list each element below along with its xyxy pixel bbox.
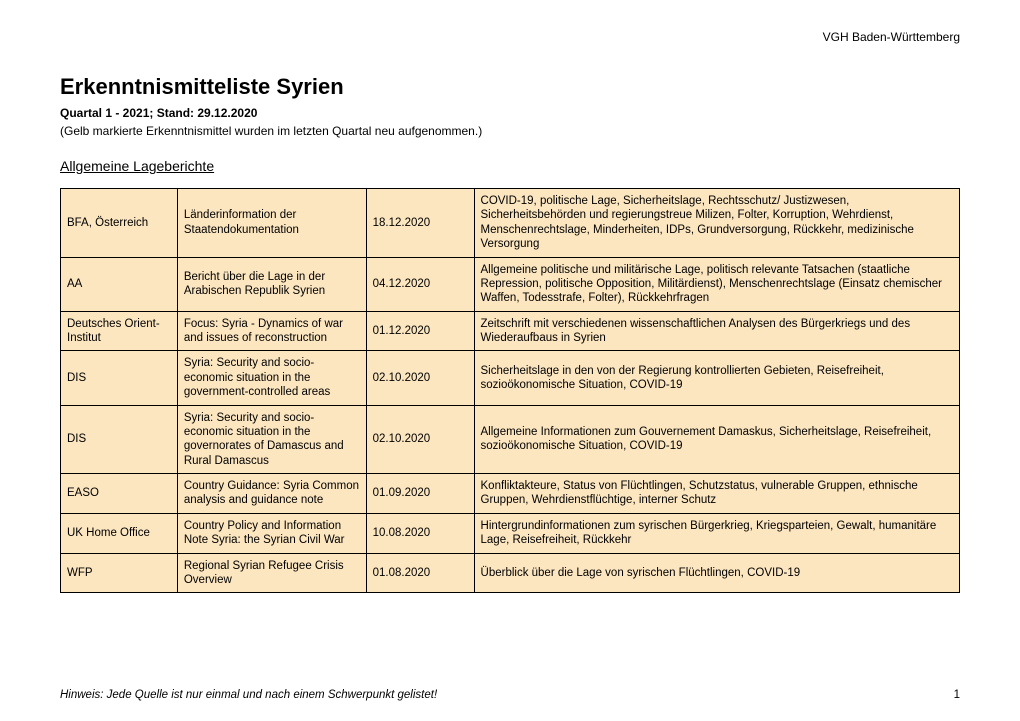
document-note: (Gelb markierte Erkenntnismittel wurden … [60, 124, 960, 138]
cell-date: 02.10.2020 [366, 405, 474, 474]
cell-date: 01.09.2020 [366, 474, 474, 514]
cell-source: Deutsches Orient-Institut [61, 311, 178, 351]
table-row: WFPRegional Syrian Refugee Crisis Overvi… [61, 553, 960, 593]
footer: Hinweis: Jede Quelle ist nur einmal und … [60, 689, 960, 701]
evidence-table: BFA, ÖsterreichLänderinformation der Sta… [60, 188, 960, 593]
table-row: UK Home OfficeCountry Policy and Informa… [61, 513, 960, 553]
cell-date: 02.10.2020 [366, 351, 474, 405]
cell-date: 18.12.2020 [366, 189, 474, 258]
cell-description: Allgemeine Informationen zum Gouvernemen… [474, 405, 959, 474]
cell-description: Sicherheitslage in den von der Regierung… [474, 351, 959, 405]
section-heading: Allgemeine Lageberichte [60, 158, 960, 174]
cell-description: Konfliktakteure, Status von Flüchtlingen… [474, 474, 959, 514]
header-court: VGH Baden-Württemberg [60, 30, 960, 44]
cell-description: Allgemeine politische und militärische L… [474, 257, 959, 311]
cell-title: Syria: Security and socio-economic situa… [177, 405, 366, 474]
table-row: EASOCountry Guidance: Syria Common analy… [61, 474, 960, 514]
footer-page-number: 1 [954, 689, 960, 701]
document-subtitle: Quartal 1 - 2021; Stand: 29.12.2020 [60, 106, 960, 120]
table-row: DISSyria: Security and socio-economic si… [61, 351, 960, 405]
evidence-table-body: BFA, ÖsterreichLänderinformation der Sta… [61, 189, 960, 593]
cell-source: AA [61, 257, 178, 311]
table-row: Deutsches Orient-InstitutFocus: Syria - … [61, 311, 960, 351]
cell-title: Bericht über die Lage in der Arabischen … [177, 257, 366, 311]
cell-date: 01.08.2020 [366, 553, 474, 593]
cell-title: Länderinformation der Staatendokumentati… [177, 189, 366, 258]
table-row: DISSyria: Security and socio-economic si… [61, 405, 960, 474]
cell-description: Zeitschrift mit verschiedenen wissenscha… [474, 311, 959, 351]
footer-hint: Hinweis: Jede Quelle ist nur einmal und … [60, 689, 437, 701]
cell-source: UK Home Office [61, 513, 178, 553]
cell-description: Überblick über die Lage von syrischen Fl… [474, 553, 959, 593]
cell-source: WFP [61, 553, 178, 593]
cell-title: Country Guidance: Syria Common analysis … [177, 474, 366, 514]
cell-title: Syria: Security and socio-economic situa… [177, 351, 366, 405]
cell-title: Focus: Syria - Dynamics of war and issue… [177, 311, 366, 351]
cell-date: 01.12.2020 [366, 311, 474, 351]
cell-source: EASO [61, 474, 178, 514]
cell-description: Hintergrundinformationen zum syrischen B… [474, 513, 959, 553]
cell-source: DIS [61, 351, 178, 405]
cell-description: COVID-19, politische Lage, Sicherheitsla… [474, 189, 959, 258]
table-row: AABericht über die Lage in der Arabische… [61, 257, 960, 311]
cell-title: Country Policy and Information Note Syri… [177, 513, 366, 553]
cell-date: 04.12.2020 [366, 257, 474, 311]
cell-source: BFA, Österreich [61, 189, 178, 258]
cell-source: DIS [61, 405, 178, 474]
cell-date: 10.08.2020 [366, 513, 474, 553]
cell-title: Regional Syrian Refugee Crisis Overview [177, 553, 366, 593]
document-title: Erkenntnismitteliste Syrien [60, 74, 960, 100]
table-row: BFA, ÖsterreichLänderinformation der Sta… [61, 189, 960, 258]
page: VGH Baden-Württemberg Erkenntnismittelis… [0, 0, 1020, 721]
